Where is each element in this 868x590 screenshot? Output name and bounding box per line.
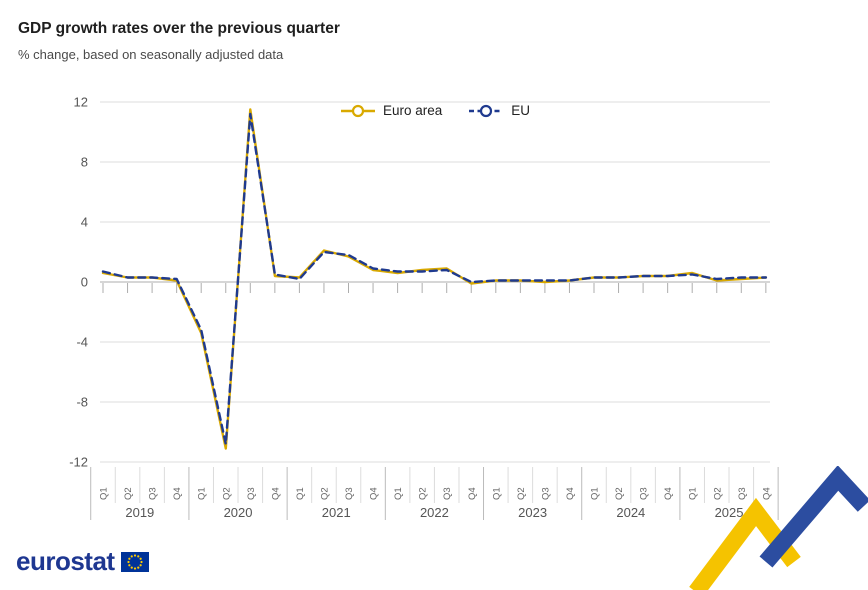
flag-star xyxy=(133,553,136,557)
eu-flag-icon xyxy=(120,551,149,572)
year-label: 2022 xyxy=(420,505,449,520)
ribbon-blue-stroke xyxy=(759,466,868,568)
flag-star xyxy=(127,563,131,566)
quarter-label: Q4 xyxy=(663,487,674,500)
euro-area-line xyxy=(101,108,768,450)
flag-star xyxy=(136,566,139,569)
flag-star xyxy=(133,566,136,570)
y-axis-tick-label: 8 xyxy=(81,155,88,170)
flag-star xyxy=(130,566,133,569)
quarter-label: Q1 xyxy=(393,487,404,500)
legend-item-euro-area: Euro area xyxy=(340,103,442,118)
quarter-label: Q3 xyxy=(737,487,748,500)
quarter-label: Q1 xyxy=(688,487,699,500)
eurostat-logo-text: eurostat xyxy=(16,546,115,576)
quarter-label: Q2 xyxy=(516,487,527,500)
y-axis-tick-label: 0 xyxy=(81,275,88,290)
eu-line xyxy=(101,112,768,446)
year-label: 2023 xyxy=(518,505,547,520)
chart-subtitle: % change, based on seasonally adjusted d… xyxy=(18,47,284,62)
quarter-label: Q3 xyxy=(639,487,650,500)
quarter-label: Q4 xyxy=(467,487,478,500)
quarter-label: Q1 xyxy=(99,487,110,500)
quarter-label: Q4 xyxy=(172,487,183,500)
legend-item-eu: EU xyxy=(468,103,530,118)
quarter-label: Q2 xyxy=(221,487,232,500)
quarter-label: Q1 xyxy=(295,487,306,500)
quarter-label: Q4 xyxy=(270,487,281,500)
eurostat-logo: eurostat xyxy=(16,546,149,577)
flag-star xyxy=(136,554,139,557)
legend: Euro area EU xyxy=(100,103,770,118)
year-label: 2024 xyxy=(616,505,645,520)
line-chart: -12 -8 -4 0 4 8 12 Q1 Q2 Q3 Q4 Q1 Q2 Q3 Q4 Q1 Q2 Q3 Q4 Q1 Q2… xyxy=(69,95,779,520)
quarter-label: Q3 xyxy=(148,487,159,500)
quarter-label: Q2 xyxy=(319,487,330,500)
quarter-label: Q3 xyxy=(540,487,551,500)
quarter-label: Q1 xyxy=(491,487,502,500)
quarter-label: Q2 xyxy=(712,487,723,500)
eu-line-marker-icon xyxy=(469,104,504,117)
flag-star xyxy=(139,560,143,563)
quarter-label: Q3 xyxy=(344,487,355,500)
flag-star xyxy=(130,554,133,557)
y-axis-tick-label: -4 xyxy=(76,335,88,350)
year-label: 2019 xyxy=(125,505,154,520)
flag-star xyxy=(127,557,131,560)
quarter-label: Q2 xyxy=(123,487,134,500)
year-label: 2025 xyxy=(715,505,744,520)
euro-area-line-marker-icon xyxy=(340,104,375,117)
quarter-label: Q1 xyxy=(197,487,208,500)
flag-star xyxy=(139,557,142,560)
quarter-label: Q3 xyxy=(442,487,453,500)
quarter-label: Q4 xyxy=(369,487,380,500)
year-label: 2020 xyxy=(224,505,253,520)
quarter-label: Q2 xyxy=(614,487,625,500)
quarter-label: Q3 xyxy=(246,487,257,500)
flag-star xyxy=(126,560,130,563)
decorative-ribbon xyxy=(689,466,868,590)
quarter-label: Q4 xyxy=(761,487,772,500)
legend-label-euro-area: Euro area xyxy=(382,103,443,118)
y-axis-tick-label: -8 xyxy=(76,395,88,410)
chart-title: GDP growth rates over the previous quart… xyxy=(18,20,340,37)
y-axis-tick-label: 4 xyxy=(81,215,88,230)
y-axis-tick-label: 12 xyxy=(74,95,88,110)
flag-star xyxy=(139,563,142,566)
y-axis-tick-label: -12 xyxy=(69,455,88,470)
legend-label-eu: EU xyxy=(511,103,531,118)
year-label: 2021 xyxy=(322,505,351,520)
quarter-label: Q1 xyxy=(590,487,601,500)
quarter-label: Q2 xyxy=(418,487,429,500)
quarter-label: Q4 xyxy=(565,487,576,500)
